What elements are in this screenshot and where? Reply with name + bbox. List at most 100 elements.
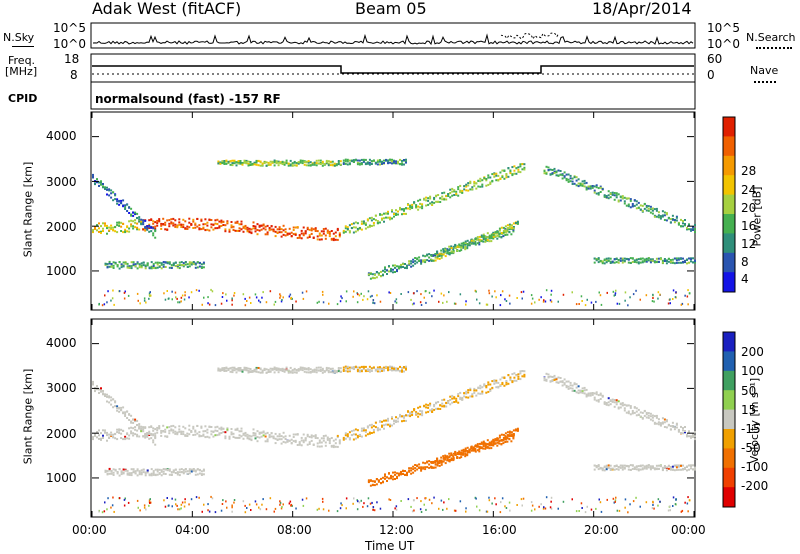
velocity-cell bbox=[247, 367, 250, 370]
power-cell bbox=[176, 225, 179, 227]
power-cell bbox=[445, 198, 448, 201]
power-cell bbox=[289, 164, 292, 167]
velocity-cell bbox=[140, 425, 143, 428]
velocity-cell bbox=[112, 398, 115, 401]
power-clutter bbox=[353, 290, 355, 293]
velocity-cell bbox=[259, 371, 262, 374]
power-cell bbox=[619, 196, 622, 199]
velocity-cell bbox=[102, 434, 104, 437]
power-cell bbox=[329, 164, 332, 167]
velocity-cell bbox=[92, 380, 94, 383]
velocity-cell bbox=[629, 413, 632, 416]
power-cell bbox=[394, 271, 396, 273]
power-cell bbox=[244, 224, 247, 227]
power-cell bbox=[615, 261, 618, 264]
velocity-clutter bbox=[485, 510, 488, 513]
velocity-cell bbox=[282, 431, 285, 434]
velocity-cell bbox=[417, 415, 420, 418]
power-cell bbox=[150, 230, 153, 233]
power-colorbar-segment bbox=[723, 175, 735, 195]
power-cell bbox=[243, 161, 246, 164]
velocity-cell bbox=[433, 405, 436, 408]
power-clutter bbox=[322, 293, 324, 296]
velocity-cell bbox=[218, 427, 221, 430]
power-clutter bbox=[373, 302, 376, 305]
velocity-cell bbox=[138, 470, 141, 473]
velocity-clutter bbox=[504, 505, 506, 508]
velocity-cell bbox=[692, 468, 694, 471]
power-cell bbox=[348, 162, 351, 165]
velocity-cell bbox=[104, 431, 106, 434]
power-clutter bbox=[476, 298, 478, 301]
velocity-cell bbox=[475, 394, 478, 397]
velocity-cell bbox=[645, 464, 648, 467]
velocity-cell bbox=[480, 442, 483, 445]
velocity-cell bbox=[239, 368, 242, 371]
velocity-cell bbox=[146, 434, 149, 437]
velocity-cell bbox=[108, 436, 111, 439]
power-cell bbox=[316, 235, 319, 238]
velocity-clutter bbox=[123, 504, 126, 507]
power-cell bbox=[513, 169, 516, 172]
power-cell bbox=[154, 261, 157, 264]
velocity-cell bbox=[504, 441, 507, 443]
velocity-clutter bbox=[166, 497, 168, 499]
velocity-cell bbox=[176, 473, 179, 476]
velocity-cell bbox=[456, 453, 459, 456]
velocity-cell bbox=[136, 474, 139, 477]
velocity-cell bbox=[502, 433, 505, 436]
power-clutter bbox=[446, 300, 448, 303]
power-cell bbox=[431, 203, 434, 206]
velocity-cell bbox=[512, 437, 515, 440]
power-cell bbox=[659, 258, 662, 261]
power-cell bbox=[251, 162, 254, 165]
velocity-cell bbox=[649, 466, 652, 469]
velocity-cell bbox=[278, 438, 281, 441]
power-ytick-4000: 4000 bbox=[46, 129, 77, 143]
power-cell bbox=[124, 230, 127, 233]
velocity-cell bbox=[509, 377, 512, 380]
velocity-cell bbox=[412, 468, 415, 471]
power-cell bbox=[202, 261, 205, 264]
velocity-cell bbox=[476, 443, 479, 446]
power-cell bbox=[476, 242, 479, 245]
velocity-cell bbox=[464, 447, 467, 450]
velocity-cell bbox=[122, 429, 125, 432]
power-cell bbox=[295, 162, 298, 164]
velocity-cell bbox=[631, 412, 634, 415]
velocity-cell bbox=[647, 412, 650, 415]
power-cell bbox=[422, 254, 425, 257]
noise-search-line bbox=[500, 32, 560, 40]
power-cell bbox=[504, 225, 507, 228]
power-clutter bbox=[352, 295, 354, 298]
velocity-cell bbox=[126, 437, 129, 440]
power-cell bbox=[231, 164, 234, 167]
velocity-cell bbox=[415, 412, 418, 415]
velocity-cell bbox=[154, 468, 157, 471]
velocity-cell bbox=[352, 438, 355, 441]
velocity-cell bbox=[114, 433, 117, 436]
velocity-cell bbox=[506, 436, 509, 439]
power-cell bbox=[190, 261, 193, 264]
velocity-cell bbox=[583, 389, 586, 392]
power-cell bbox=[599, 186, 602, 189]
pwr-tick-16: 16 bbox=[741, 219, 757, 233]
velocity-cell bbox=[402, 470, 404, 473]
power-cell bbox=[448, 253, 451, 256]
power-cell bbox=[441, 195, 444, 198]
velocity-cell bbox=[381, 369, 383, 372]
velocity-cell bbox=[514, 429, 517, 431]
power-cell bbox=[110, 196, 113, 199]
velocity-cell bbox=[248, 437, 251, 440]
power-cell bbox=[603, 259, 606, 262]
velocity-cell bbox=[178, 428, 181, 431]
velocity-cell bbox=[286, 439, 289, 442]
velocity-cell bbox=[300, 439, 303, 442]
velocity-cell bbox=[146, 432, 149, 435]
velocity-cell bbox=[474, 449, 477, 452]
velocity-cell bbox=[391, 424, 393, 427]
power-cell bbox=[226, 220, 229, 223]
velocity-cell bbox=[637, 408, 640, 411]
power-cell bbox=[607, 190, 610, 193]
velocity-cell bbox=[609, 464, 612, 467]
